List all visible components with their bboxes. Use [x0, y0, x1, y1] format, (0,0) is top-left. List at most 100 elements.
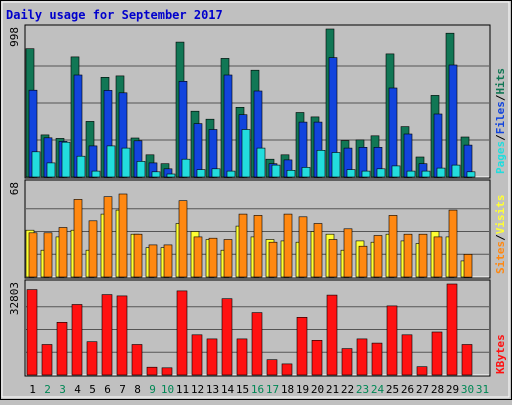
- series-pages: [31, 129, 476, 178]
- bar-sites-day-30: [463, 254, 473, 278]
- bar-files-day-12: [193, 123, 203, 178]
- bar-sites-day-8: [133, 233, 143, 278]
- bar-pages-day-7: [121, 147, 131, 178]
- x-tick-label: 6: [104, 383, 111, 396]
- legend-middle: Sites/Visits: [494, 195, 507, 275]
- bar-pages-day-6: [106, 145, 116, 178]
- chart-title: Daily usage for September 2017: [6, 8, 223, 22]
- x-tick-label: 24: [371, 383, 385, 396]
- legend-entry: Visits: [494, 195, 507, 235]
- legend-entry: KBytes: [494, 334, 507, 374]
- bar-sites-day-2: [43, 232, 53, 278]
- bar-kbytes-day-14: [221, 298, 233, 376]
- bar-sites-day-24: [373, 235, 383, 278]
- bar-pages-day-1: [31, 151, 41, 178]
- bar-pages-day-17: [271, 164, 281, 178]
- y-max-label-top: 998: [8, 27, 21, 47]
- bar-sites-day-23: [358, 245, 368, 278]
- bar-sites-day-25: [388, 215, 398, 278]
- x-tick-label: 27: [416, 383, 429, 396]
- bar-kbytes-day-26: [401, 334, 413, 376]
- bar-sites-day-16: [253, 215, 263, 278]
- bar-pages-day-2: [46, 162, 56, 178]
- y-max-label-middle: 68: [8, 182, 21, 195]
- bar-pages-day-30: [466, 171, 476, 178]
- bar-kbytes-day-23: [356, 338, 368, 376]
- bar-sites-day-6: [103, 196, 113, 278]
- bar-kbytes-day-24: [371, 342, 383, 376]
- x-tick-label: 28: [431, 383, 444, 396]
- bar-kbytes-day-1: [26, 289, 38, 376]
- bar-sites-day-29: [448, 209, 458, 278]
- x-tick-label: 11: [176, 383, 189, 396]
- bar-kbytes-day-25: [386, 305, 398, 376]
- bar-kbytes-day-12: [191, 334, 203, 376]
- bar-pages-day-19: [301, 167, 311, 178]
- bar-kbytes-day-9: [146, 366, 158, 376]
- legend-entry: Sites: [494, 241, 507, 274]
- series-sites: [28, 193, 473, 278]
- x-tick-label: 31: [476, 383, 489, 396]
- x-tick-label: 25: [386, 383, 399, 396]
- bar-pages-day-14: [226, 170, 236, 178]
- bar-kbytes-day-17: [266, 359, 278, 376]
- bar-kbytes-day-16: [251, 312, 263, 376]
- bar-pages-day-25: [391, 165, 401, 178]
- bar-kbytes-day-6: [101, 294, 113, 376]
- bar-sites-day-5: [88, 220, 98, 278]
- bar-files-day-29: [448, 64, 458, 178]
- x-tick-label: 7: [119, 383, 126, 396]
- bar-sites-day-11: [178, 200, 188, 278]
- x-tick-label: 18: [281, 383, 294, 396]
- x-tick-label: 21: [326, 383, 339, 396]
- legend-entry: Files: [494, 101, 507, 134]
- bar-kbytes-day-4: [71, 304, 83, 376]
- bar-sites-day-3: [58, 227, 68, 278]
- bar-kbytes-day-11: [176, 290, 188, 376]
- bar-sites-day-26: [403, 233, 413, 278]
- panel-middle: 68 Sites/Visits: [8, 179, 507, 279]
- bar-files-day-28: [433, 113, 443, 178]
- bar-sites-day-10: [163, 244, 173, 278]
- legend-entry: /: [494, 94, 507, 101]
- bar-sites-day-18: [283, 213, 293, 278]
- bar-kbytes-day-30: [461, 344, 473, 376]
- x-tick-label: 14: [221, 383, 235, 396]
- x-axis-day-labels: 1 2 3 4 5 6 7 8 9 10 11 12 13 14 15 16 17 18 19 20 21 22 23 24 2…: [29, 383, 489, 396]
- bar-kbytes-day-27: [416, 366, 428, 376]
- bar-kbytes-day-5: [86, 341, 98, 376]
- x-tick-label: 29: [446, 383, 459, 396]
- x-tick-label: 15: [236, 383, 249, 396]
- x-tick-label: 10: [161, 383, 174, 396]
- bar-pages-day-5: [91, 170, 101, 178]
- bar-sites-day-28: [433, 236, 443, 278]
- bar-sites-day-7: [118, 193, 128, 278]
- x-tick-label: 16: [251, 383, 264, 396]
- bar-sites-day-15: [238, 213, 248, 278]
- bar-pages-day-9: [151, 171, 161, 178]
- bar-pages-day-10: [166, 173, 176, 178]
- bar-kbytes-day-2: [41, 344, 53, 376]
- bar-sites-day-12: [193, 236, 203, 278]
- legend-bottom: KBytes: [494, 334, 507, 374]
- bar-pages-day-21: [331, 152, 341, 178]
- bar-pages-day-12: [196, 169, 206, 178]
- bar-pages-day-15: [241, 129, 251, 178]
- panel-bottom: 32803 KBytes: [8, 279, 507, 377]
- bars-top: [25, 28, 476, 178]
- bar-files-day-26: [403, 133, 413, 178]
- bar-kbytes-day-29: [446, 283, 458, 376]
- bar-sites-day-1: [28, 232, 38, 278]
- bar-pages-day-22: [346, 169, 356, 178]
- bar-sites-day-19: [298, 216, 308, 278]
- bar-pages-day-27: [421, 170, 431, 178]
- bar-kbytes-day-22: [341, 348, 353, 376]
- bar-kbytes-day-20: [311, 339, 323, 376]
- bars-bottom: [26, 283, 473, 376]
- x-tick-label: 3: [59, 383, 66, 396]
- bar-sites-day-14: [223, 239, 233, 278]
- bar-kbytes-day-7: [116, 295, 128, 376]
- chart-panels: 998Pages/Files/Hits68Sites/Visits32803KB…: [8, 24, 507, 377]
- x-tick-label: 4: [74, 383, 81, 396]
- bar-pages-day-4: [76, 155, 86, 178]
